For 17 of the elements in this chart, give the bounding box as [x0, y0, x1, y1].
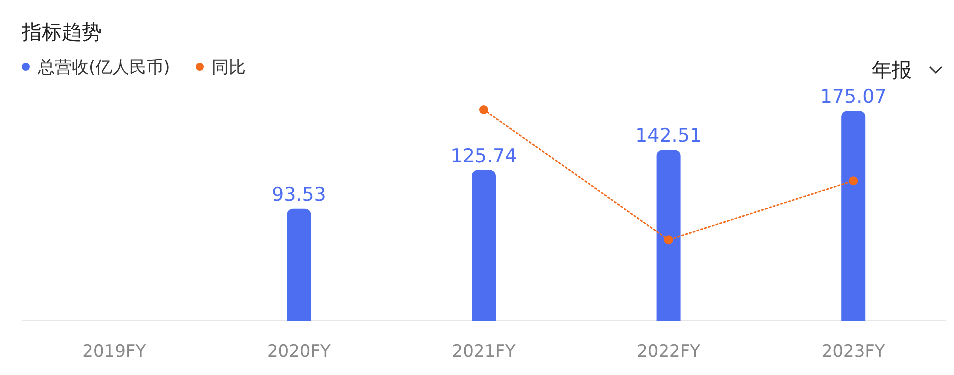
text: 年报: [872, 58, 912, 82]
data-label: 93.53: [272, 184, 326, 206]
bar: [287, 208, 312, 321]
legend-label: 同比: [212, 58, 246, 78]
legend-label: 总营收(亿人民币): [37, 58, 170, 78]
x-tick-label: 2023FY: [822, 342, 886, 362]
chart-title: 指标趋势: [21, 20, 102, 44]
data-label: 142.51: [636, 125, 702, 148]
x-tick-label: 2021FY: [452, 342, 516, 362]
data-label: 175.07: [820, 86, 887, 108]
x-tick-label: 2019FY: [82, 342, 147, 362]
data-label: 125.74: [450, 145, 518, 168]
bar: [472, 170, 496, 321]
x-tick-label: 2022FY: [637, 342, 702, 362]
bar: [842, 111, 866, 321]
bar: [656, 150, 681, 321]
x-tick-label: 2020FY: [267, 342, 332, 362]
